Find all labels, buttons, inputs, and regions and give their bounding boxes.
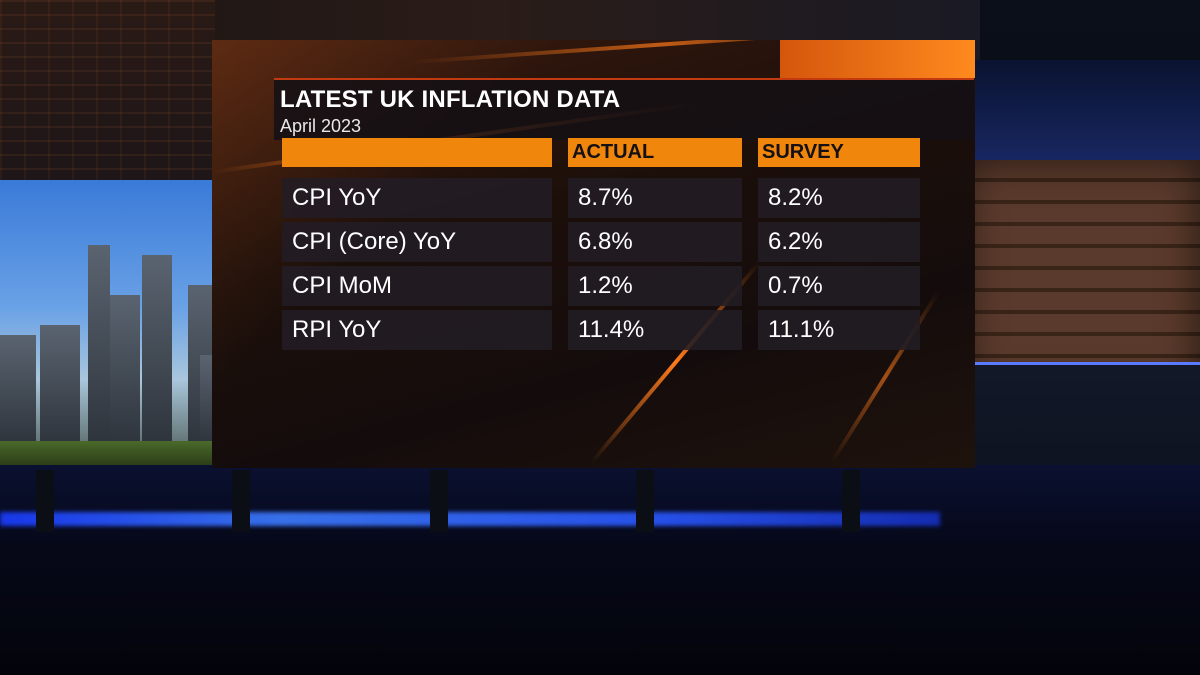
survey-value: 8.2%	[758, 178, 920, 218]
survey-value: 0.7%	[758, 266, 920, 306]
row-label: RPI YoY	[282, 310, 552, 350]
table-row: CPI YoY 8.7% 8.2%	[282, 178, 922, 218]
city-skyline-screen	[0, 180, 236, 465]
floor-light-strip	[0, 512, 940, 526]
screen-support-post	[430, 470, 448, 532]
screen-support-post	[232, 470, 250, 532]
graphic-header: LATEST UK INFLATION DATA April 2023	[274, 78, 974, 140]
table-row: CPI (Core) YoY 6.8% 6.2%	[282, 222, 922, 262]
screen-support-post	[842, 470, 860, 532]
actual-value: 11.4%	[568, 310, 742, 350]
graphic-subtitle: April 2023	[280, 116, 362, 136]
studio-floor	[0, 465, 1200, 675]
survey-value: 11.1%	[758, 310, 920, 350]
survey-value: 6.2%	[758, 222, 920, 262]
graphic-title: LATEST UK INFLATION DATA	[280, 86, 621, 113]
screen-support-post	[636, 470, 654, 532]
row-label: CPI YoY	[282, 178, 552, 218]
column-header-label	[282, 138, 552, 167]
actual-value: 6.8%	[568, 222, 742, 262]
table-row: CPI MoM 1.2% 0.7%	[282, 266, 922, 306]
inflation-data-graphic: LATEST UK INFLATION DATA April 2023 ACTU…	[274, 78, 974, 350]
actual-value: 1.2%	[568, 266, 742, 306]
actual-value: 8.7%	[568, 178, 742, 218]
screen-orange-accent	[780, 40, 975, 78]
row-label: CPI (Core) YoY	[282, 222, 552, 262]
row-label: CPI MoM	[282, 266, 552, 306]
right-wood-wall	[965, 160, 1200, 390]
screen-support-post	[36, 470, 54, 532]
table-row: RPI YoY 11.4% 11.1%	[282, 310, 922, 350]
column-header-survey: SURVEY	[758, 138, 920, 167]
column-header-actual: ACTUAL	[568, 138, 742, 167]
